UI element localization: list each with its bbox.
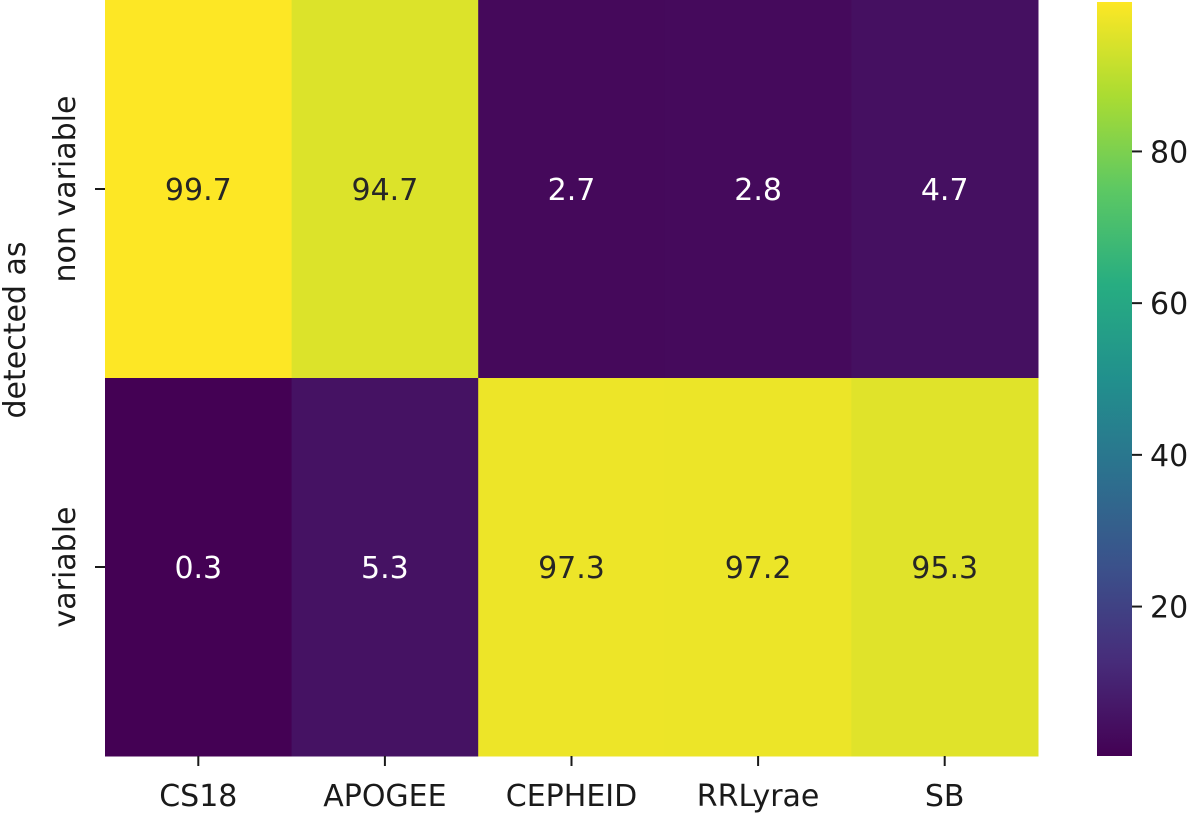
x-tick-label: APOGEE	[323, 779, 446, 814]
colorbar-tick-label: 20	[1150, 591, 1188, 626]
cell-value-label: 94.7	[352, 173, 419, 208]
heatmap-cell	[478, 0, 666, 379]
colorbar-tick-label: 60	[1150, 287, 1188, 322]
heatmap-cell	[105, 0, 293, 379]
heatmap-cell-labels: 99.7 94.7 2.7 2.8 4.7 0.3 5.3 97.3 97.2 95.3	[165, 173, 978, 586]
heatmap-cell	[478, 378, 666, 757]
heatmap-cells	[105, 0, 1039, 757]
colorbar	[1097, 2, 1132, 756]
x-tick-label: CEPHEID	[506, 779, 637, 814]
heatmap-cell	[851, 378, 1039, 757]
cell-value-label: 5.3	[361, 551, 409, 586]
colorbar-axis: 20 40 60 80	[1132, 135, 1188, 626]
heatmap-cell	[664, 378, 852, 757]
y-axis: non variable variable	[48, 96, 105, 628]
cell-value-label: 99.7	[165, 173, 232, 208]
cell-value-label: 0.3	[174, 551, 222, 586]
y-tick-label: non variable	[48, 96, 83, 283]
heatmap-cell	[664, 0, 852, 379]
x-axis: CS18 APOGEE CEPHEID RRLyrae SB	[159, 756, 965, 814]
x-tick-label: RRLyrae	[697, 779, 820, 814]
x-tick-label: SB	[925, 779, 965, 814]
cell-value-label: 95.3	[911, 551, 978, 586]
colorbar-tick-label: 40	[1150, 439, 1188, 474]
y-tick-label: variable	[48, 506, 83, 627]
cell-value-label: 4.7	[921, 173, 969, 208]
heatmap-cell	[291, 378, 479, 757]
cell-value-label: 2.7	[548, 173, 596, 208]
colorbar-tick-label: 80	[1150, 135, 1188, 170]
y-axis-title: detected as	[0, 241, 33, 418]
cell-value-label: 97.2	[725, 551, 792, 586]
heatmap-cell	[105, 378, 293, 757]
heatmap-cell	[851, 0, 1039, 379]
heatmap-cell	[291, 0, 479, 379]
x-tick-label: CS18	[159, 779, 237, 814]
cell-value-label: 2.8	[734, 173, 782, 208]
cell-value-label: 97.3	[538, 551, 605, 586]
